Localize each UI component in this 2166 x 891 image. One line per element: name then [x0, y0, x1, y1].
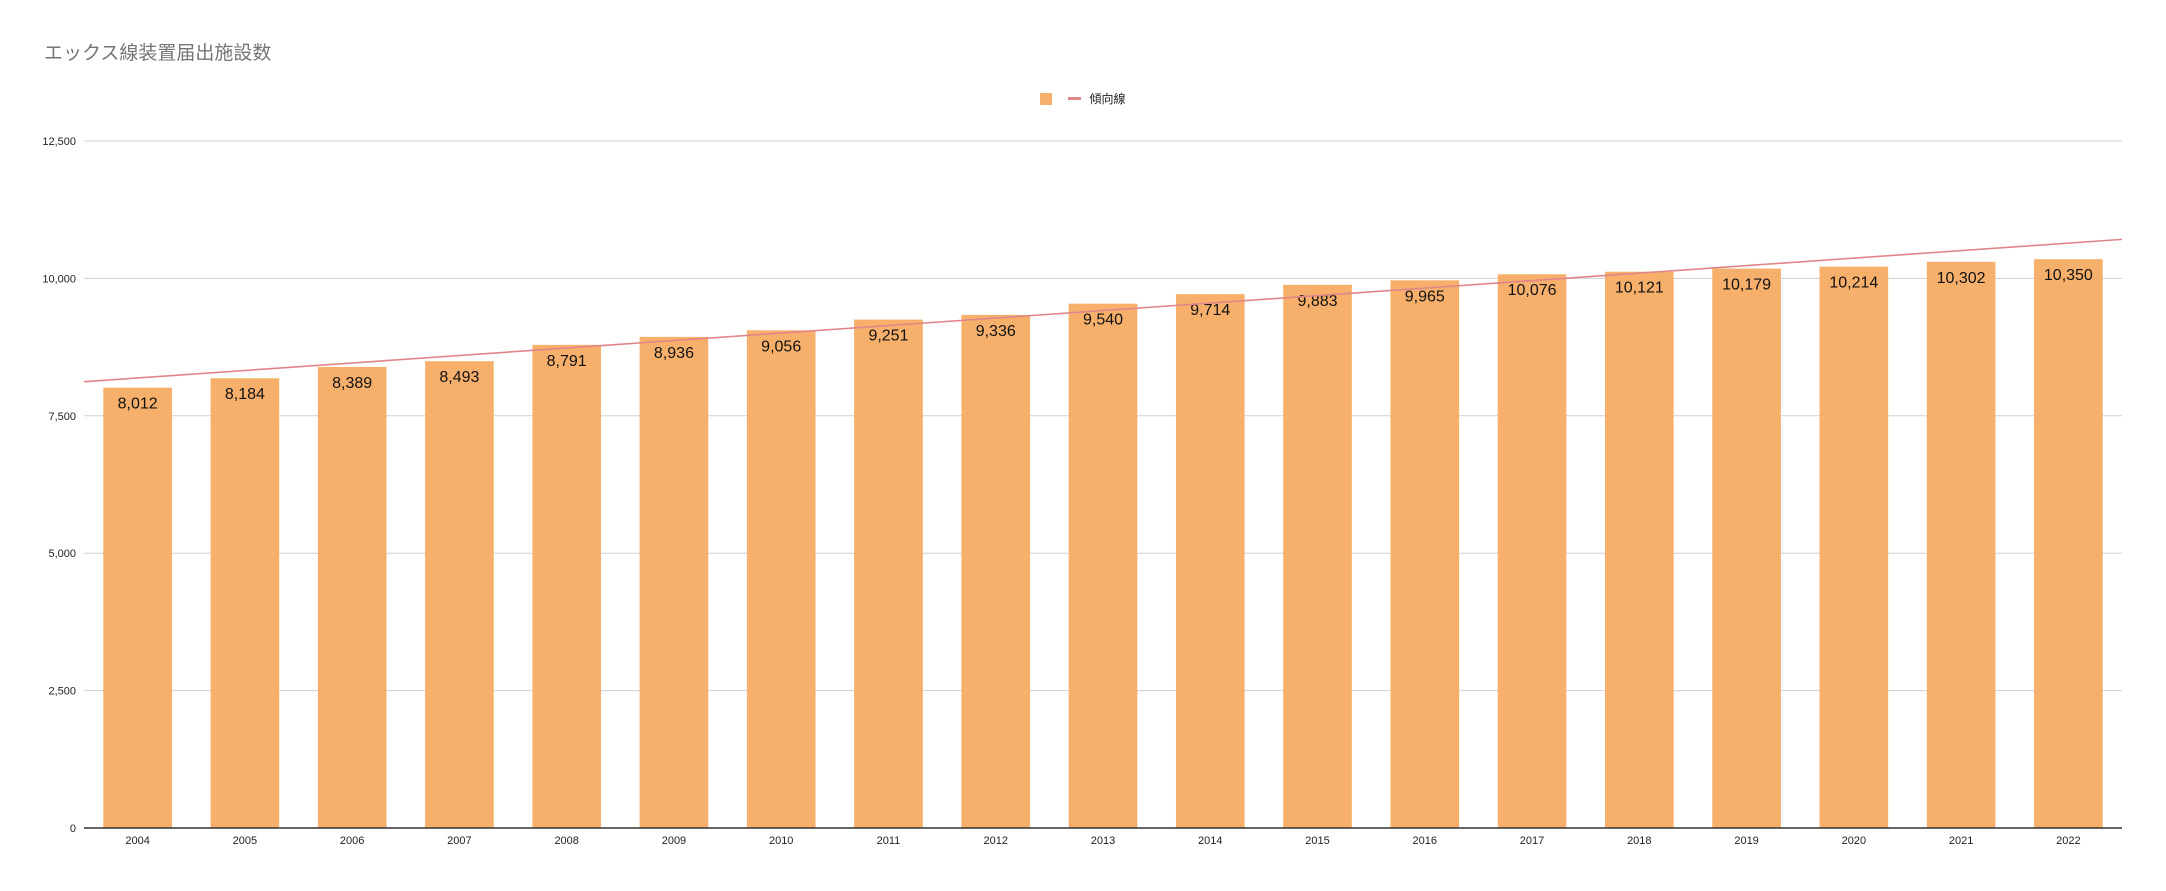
- bar: [1283, 284, 1352, 828]
- y-tick-label: 7,500: [48, 411, 76, 423]
- legend-bar-swatch: [1040, 92, 1053, 105]
- x-tick-label: 2019: [1734, 835, 1758, 847]
- bar-value-label: 8,184: [225, 386, 265, 403]
- bar-value-label: 8,791: [547, 353, 587, 370]
- x-tick-label: 2006: [340, 835, 364, 847]
- chart-legend: 傾向線: [0, 90, 2166, 107]
- bar-value-label: 8,389: [332, 375, 372, 392]
- x-tick-label: 2016: [1413, 835, 1437, 847]
- bar-value-label: 8,493: [439, 369, 479, 386]
- x-tick-label: 2009: [662, 835, 686, 847]
- x-tick-label: 2005: [233, 835, 257, 847]
- bar: [961, 314, 1031, 828]
- y-tick-label: 10,000: [42, 273, 76, 285]
- x-tick-label: 2012: [983, 835, 1007, 847]
- bar: [2034, 259, 2103, 828]
- bar-value-label: 9,251: [868, 328, 908, 345]
- x-tick-label: 2014: [1198, 835, 1222, 847]
- bar: [1497, 274, 1567, 829]
- bar-value-label: 10,214: [1829, 275, 1878, 292]
- bar-value-label: 9,714: [1190, 302, 1230, 319]
- x-tick-label: 2004: [125, 835, 149, 847]
- x-tick-label: 2022: [2056, 835, 2080, 847]
- bar: [746, 330, 816, 828]
- y-tick-label: 0: [70, 823, 76, 835]
- x-axis-ticks: 2004 2005 2006 2007 2008 2009 2010 2011 2012 2013…: [125, 835, 2080, 847]
- y-tick-label: 12,500: [42, 136, 76, 148]
- bar-value-label: 10,302: [1937, 270, 1986, 287]
- trendline: [83, 238, 2123, 383]
- bar: [210, 378, 280, 828]
- x-tick-label: 2021: [1949, 835, 1973, 847]
- x-tick-label: 2011: [877, 835, 901, 847]
- bar-value-label: 8,936: [654, 345, 694, 362]
- x-tick-label: 2018: [1627, 835, 1651, 847]
- bar: [1604, 271, 1674, 828]
- x-tick-label: 2015: [1305, 835, 1329, 847]
- bar: [1819, 266, 1889, 828]
- bar: [1068, 303, 1138, 828]
- bar-labels: 8,012 8,184 8,389 8,493 8,791 8,936 9,056 9,251…: [118, 267, 2093, 412]
- chart-title: エックス線装置届出施設数: [44, 42, 272, 64]
- bar: [317, 366, 387, 828]
- bars: [103, 259, 2103, 829]
- x-tick-label: 2008: [554, 835, 578, 847]
- bar-value-label: 10,076: [1508, 282, 1557, 299]
- y-axis-ticks: 0 2,500 5,000 7,500 10,000 12,500: [42, 136, 76, 835]
- bar: [1390, 280, 1460, 828]
- bar-value-label: 10,121: [1615, 280, 1664, 297]
- bar: [1712, 268, 1781, 829]
- bar-value-label: 9,056: [761, 338, 801, 355]
- bar-value-label: 9,336: [976, 323, 1016, 340]
- bar-value-label: 10,179: [1722, 277, 1771, 294]
- bar-value-label: 8,012: [118, 396, 158, 413]
- legend-trendline-swatch: [1068, 97, 1082, 100]
- bar: [854, 319, 923, 828]
- bar-value-label: 9,965: [1405, 288, 1445, 305]
- bar-value-label: 9,540: [1083, 312, 1123, 329]
- bar: [532, 344, 602, 828]
- y-tick-label: 5,000: [48, 548, 76, 560]
- bar: [639, 336, 709, 828]
- x-tick-label: 2010: [769, 835, 793, 847]
- legend-trendline-label: 傾向線: [1089, 92, 1126, 106]
- bar-value-label: 9,883: [1298, 293, 1338, 310]
- x-tick-label: 2007: [447, 835, 471, 847]
- bar: [425, 361, 494, 828]
- bar: [103, 387, 172, 828]
- x-tick-label: 2020: [1842, 835, 1866, 847]
- x-tick-label: 2013: [1091, 835, 1115, 847]
- trendline-group: [83, 238, 2123, 383]
- x-tick-label: 2017: [1520, 835, 1544, 847]
- bar: [1175, 294, 1245, 829]
- bar: [1926, 261, 1996, 828]
- bar-value-label: 10,350: [2044, 267, 2093, 284]
- y-tick-label: 2,500: [48, 686, 76, 698]
